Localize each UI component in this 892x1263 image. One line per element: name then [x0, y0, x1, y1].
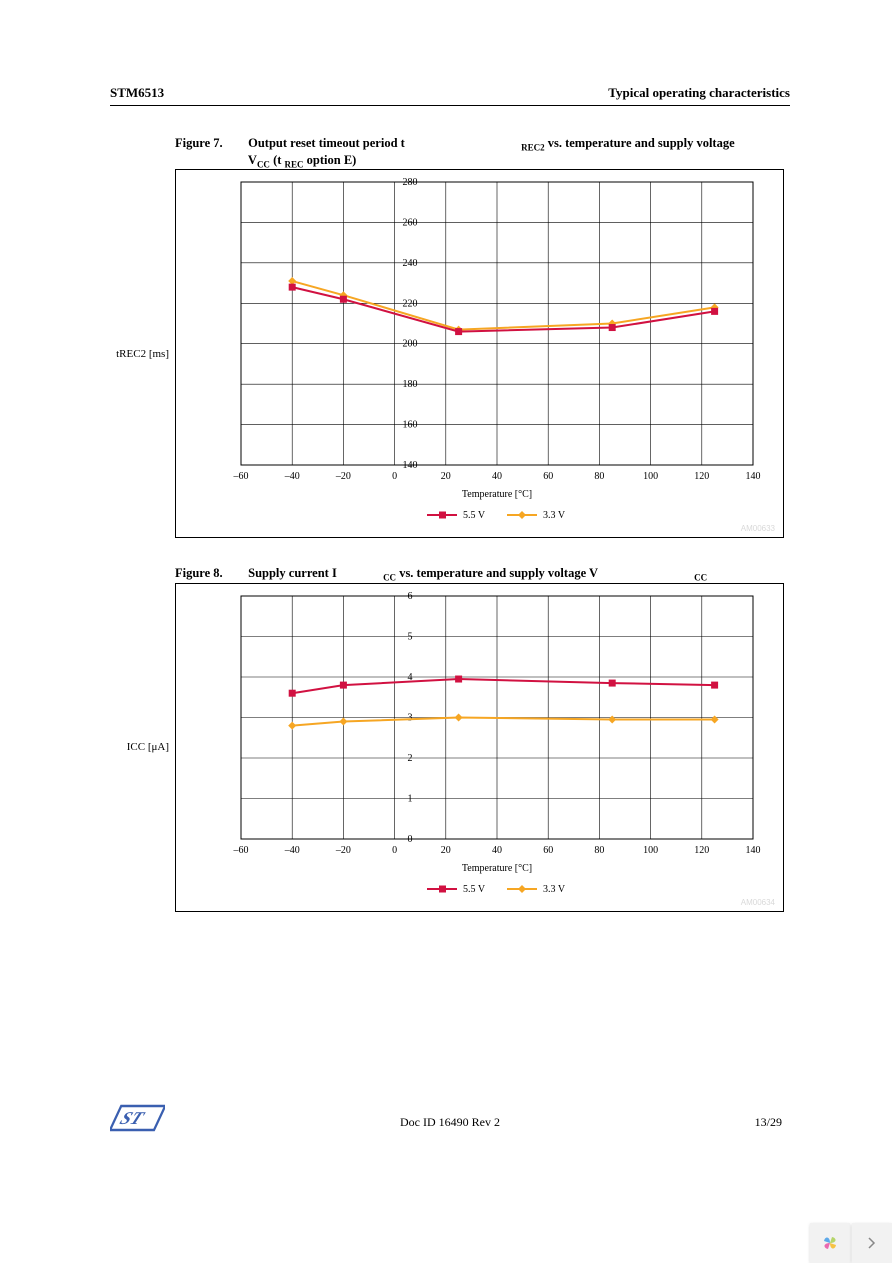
svg-text:260: 260 — [402, 217, 417, 228]
svg-text:0: 0 — [407, 834, 412, 845]
figure7-sub-rec2: REC2 — [521, 143, 545, 153]
svg-text:0: 0 — [392, 845, 397, 856]
svg-text:Temperature [°C]: Temperature [°C] — [462, 489, 532, 500]
svg-text:200: 200 — [402, 339, 417, 350]
figure7-title-part2: vs. temperature and supply voltage — [548, 136, 735, 150]
svg-text:–40: –40 — [284, 471, 300, 482]
figure7-ylabel: tREC2 [ms] — [114, 348, 169, 360]
figure8-svg: –60–40–200204060801001201400123456Temper… — [176, 584, 783, 911]
svg-text:140: 140 — [746, 845, 761, 856]
svg-text:140: 140 — [746, 471, 761, 482]
svg-text:220: 220 — [402, 298, 417, 309]
figure7-line2-a: V — [248, 153, 257, 167]
svg-text:–20: –20 — [335, 845, 351, 856]
svg-text:3.3 V: 3.3 V — [543, 510, 566, 521]
svg-text:3: 3 — [407, 712, 412, 723]
figure7-chart: tREC2 [ms] –60–40–2002040608010012014014… — [175, 169, 784, 538]
svg-text:0: 0 — [392, 471, 397, 482]
svg-text:160: 160 — [402, 420, 417, 431]
figure8-watermark: AM00634 — [741, 898, 775, 907]
svg-text:–60: –60 — [233, 471, 249, 482]
svg-text:60: 60 — [543, 471, 553, 482]
svg-text:40: 40 — [492, 471, 502, 482]
svg-text:20: 20 — [441, 471, 451, 482]
header-left: STM6513 — [110, 85, 164, 101]
svg-text:100: 100 — [643, 471, 658, 482]
svg-text:140: 140 — [402, 460, 417, 471]
svg-text:280: 280 — [402, 177, 417, 188]
svg-text:Temperature [°C]: Temperature [°C] — [462, 863, 532, 874]
footer-page: 13/29 — [755, 1115, 782, 1130]
figure7-title-part1: Output reset timeout period t — [248, 136, 405, 150]
svg-text:–20: –20 — [335, 471, 351, 482]
svg-text:100: 100 — [643, 845, 658, 856]
figure7-watermark: AM00633 — [741, 524, 775, 533]
figure7-svg: –60 –40 –20 0 20 40 60 80 100 120 140 140 160 180 200 2… — [176, 170, 783, 537]
figure8-title-part2: vs. temperature and supply voltage V — [399, 566, 598, 580]
svg-text:5: 5 — [407, 631, 412, 642]
svg-text:40: 40 — [492, 845, 502, 856]
page-header: STM6513 Typical operating characteristic… — [110, 85, 790, 106]
svg-text:3.3 V: 3.3 V — [543, 884, 566, 895]
svg-text:80: 80 — [594, 845, 604, 856]
svg-text:80: 80 — [594, 471, 604, 482]
figure8-title-part1: Supply current I — [248, 566, 337, 580]
figure8-chart: ICC [μA] –60–40–200204060801001201400123… — [175, 583, 784, 912]
figure8-ylabel: ICC [μA] — [114, 741, 169, 753]
figure8-caption: Figure 8. Supply current I CC vs. temper… — [175, 566, 790, 583]
svg-text:60: 60 — [543, 845, 553, 856]
svg-text:180: 180 — [402, 379, 417, 390]
svg-text:20: 20 — [441, 845, 451, 856]
figure7-number: Figure 7. — [175, 136, 245, 151]
svg-text:240: 240 — [402, 258, 417, 269]
svg-text:120: 120 — [694, 845, 709, 856]
svg-text:5.5 V: 5.5 V — [463, 884, 486, 895]
pinwheel-icon[interactable] — [810, 1223, 850, 1263]
footer-doc: Doc ID 16490 Rev 2 — [110, 1115, 790, 1130]
svg-text:5.5 V: 5.5 V — [463, 510, 486, 521]
header-right: Typical operating characteristics — [608, 85, 790, 101]
svg-text:6: 6 — [407, 591, 412, 602]
figure7-caption: Figure 7. Output reset timeout period t … — [175, 136, 790, 169]
corner-widget — [808, 1223, 892, 1263]
svg-text:1: 1 — [407, 793, 412, 804]
chevron-right-icon[interactable] — [852, 1223, 892, 1263]
svg-text:120: 120 — [694, 471, 709, 482]
figure8-number: Figure 8. — [175, 566, 245, 581]
svg-text:2: 2 — [407, 753, 412, 764]
svg-text:–60: –60 — [233, 845, 249, 856]
svg-text:–40: –40 — [284, 845, 300, 856]
